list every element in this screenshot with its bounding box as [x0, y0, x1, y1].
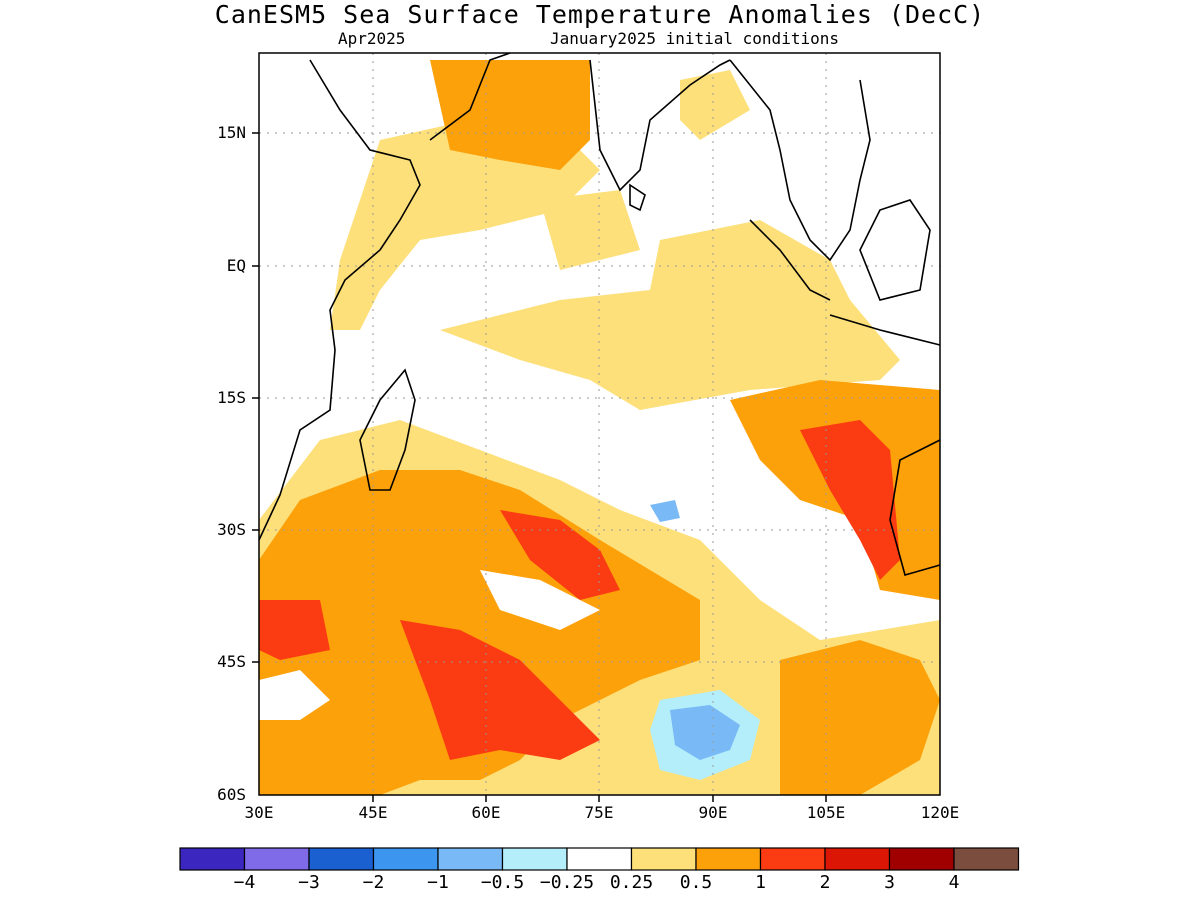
colorbar-label: 2 — [819, 872, 831, 893]
colorbar-label: 0.5 — [679, 872, 713, 893]
colorbar-swatch — [308, 847, 375, 871]
colorbar-swatch — [695, 847, 762, 871]
india-coastline — [589, 59, 731, 192]
colorbar-swatch — [501, 847, 568, 871]
colorbar-swatch — [372, 847, 439, 871]
anomaly-contour — [800, 420, 900, 580]
colorbar-label: 0.25 — [609, 872, 654, 893]
colorbar-swatch — [243, 847, 310, 871]
anomaly-field — [259, 53, 940, 795]
colorbar — [179, 847, 1020, 871]
anomaly-contour — [259, 600, 330, 660]
colorbar-label: 1 — [755, 872, 766, 893]
x-tick-label: 90E — [698, 803, 728, 822]
y-tick-label: 15N — [217, 123, 246, 142]
colorbar-label: −4 — [233, 872, 256, 893]
y-tick-label: 15S — [217, 388, 246, 407]
colorbar-label: −3 — [298, 872, 320, 893]
sri-lanka-coastline — [629, 183, 646, 212]
colorbar-swatch — [759, 847, 826, 871]
colorbar-swatch — [566, 847, 633, 871]
map-title: CanESM5 Sea Surface Temperature Anomalie… — [214, 0, 986, 29]
anomaly-contour — [330, 120, 600, 330]
indochina-coastline — [729, 59, 871, 262]
initial-conditions-label: January2025 initial conditions — [550, 29, 839, 48]
colorbar-swatch — [824, 847, 891, 871]
x-tick-label: 105E — [806, 803, 846, 822]
forecast-month-label: Apr2025 — [338, 29, 406, 48]
x-tick-label: 45E — [358, 803, 388, 822]
x-tick-label: 60E — [471, 803, 501, 822]
colorbar-swatch — [953, 847, 1020, 871]
anomaly-contour — [500, 510, 620, 600]
anomaly-contour — [430, 60, 590, 170]
anomaly-contour — [259, 670, 330, 720]
anomaly-contour — [440, 220, 900, 410]
y-tick-label: EQ — [226, 256, 246, 275]
y-tick-label: 45S — [217, 652, 246, 671]
anomaly-contour — [400, 620, 600, 760]
colorbar-label: −1 — [427, 872, 449, 893]
colorbar-label: −2 — [362, 872, 385, 893]
java-coastline — [829, 314, 941, 346]
africa-coastline — [258, 59, 421, 541]
anomaly-contour — [480, 570, 600, 630]
anomaly-contour — [680, 70, 750, 140]
sumatra-coastline — [749, 219, 831, 301]
colorbar-label: 3 — [884, 872, 895, 893]
axis-tick-marks — [252, 132, 827, 802]
colorbar-label: −0.25 — [539, 872, 595, 893]
y-tick-label: 30S — [217, 520, 246, 539]
madagascar-coastline — [359, 368, 416, 491]
colorbar-swatch — [630, 847, 697, 871]
graticule — [259, 53, 940, 795]
anomaly-contour — [650, 500, 680, 522]
coastlines — [258, 52, 941, 576]
colorbar-label: −0.5 — [480, 872, 525, 893]
borneo-coastline — [859, 199, 931, 301]
y-tick-label: 60S — [217, 785, 246, 804]
x-tick-label: 75E — [584, 803, 614, 822]
anomaly-contour — [670, 705, 740, 760]
colorbar-swatch — [437, 847, 504, 871]
colorbar-swatch — [179, 847, 246, 871]
arabia-coastline — [429, 52, 511, 141]
x-tick-label: 30E — [244, 803, 274, 822]
anomaly-contour — [540, 190, 640, 270]
colorbar-swatch — [888, 847, 955, 871]
australia-coastline — [889, 439, 941, 576]
colorbar-label: 4 — [948, 872, 960, 893]
anomaly-contour — [780, 640, 940, 795]
x-tick-label: 120E — [920, 803, 960, 822]
